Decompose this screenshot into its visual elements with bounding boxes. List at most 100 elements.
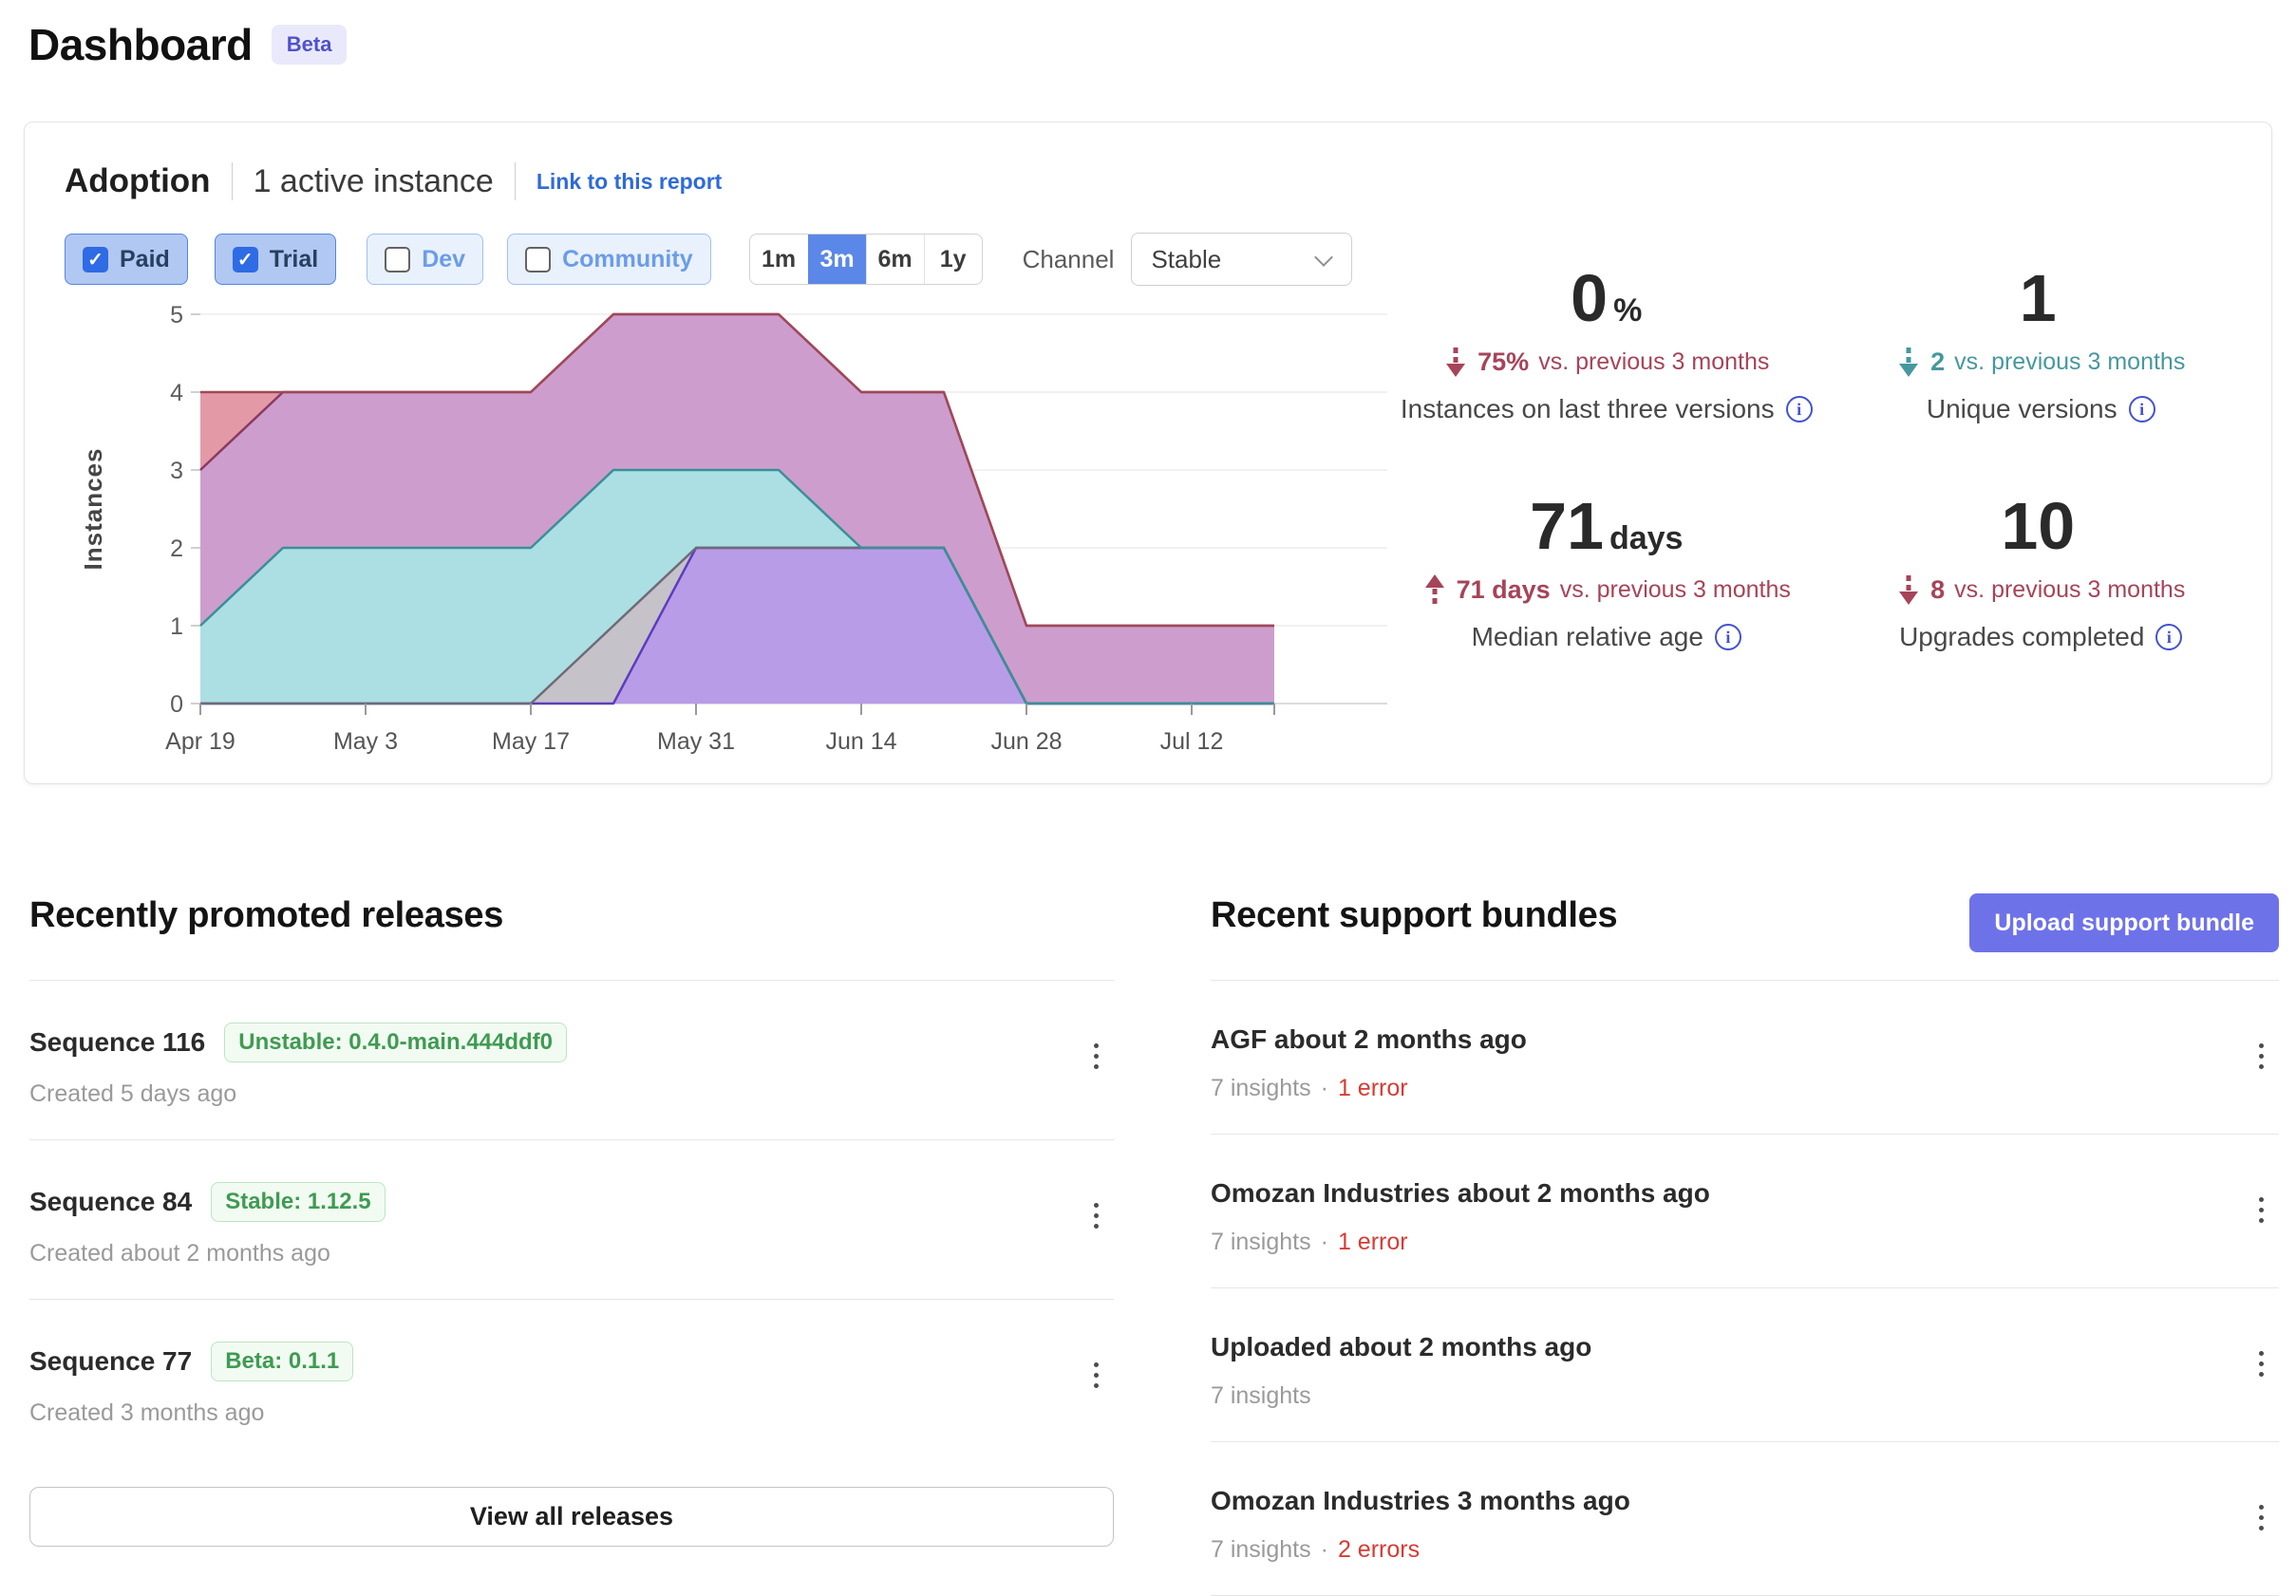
svg-text:May 3: May 3 xyxy=(333,728,398,755)
stacked-area-chart: 0 1 2 3 4 5 Apr 19 May 3 May 17 May 31 Jun 14 Jun 2… xyxy=(79,302,1387,755)
release-row: Sequence 116 Unstable: 0.4.0-main.444ddf… xyxy=(29,981,1114,1140)
bundle-title: Uploaded about 2 months ago xyxy=(1211,1332,1592,1361)
upload-support-bundle-button[interactable]: Upload support bundle xyxy=(1969,893,2279,952)
adoption-filter-row: Paid Trial Dev Community 1m 3m 6m 1y Cha… xyxy=(65,233,1353,286)
meta-separator: · xyxy=(1320,1075,1328,1101)
filter-paid[interactable]: Paid xyxy=(65,234,188,285)
range-6m[interactable]: 6m xyxy=(865,235,924,284)
trend-value: 2 xyxy=(1930,347,1946,376)
filter-community[interactable]: Community xyxy=(507,234,711,285)
channel-selected-value: Stable xyxy=(1151,244,1222,273)
link-to-report[interactable]: Link to this report xyxy=(536,168,723,194)
trend-caption: vs. previous 3 months xyxy=(1954,575,2186,603)
stat-value: 0 xyxy=(1571,261,1609,335)
arrow-up-dashed-icon xyxy=(1422,573,1447,607)
svg-text:Jul 12: Jul 12 xyxy=(1160,728,1224,755)
trend-value: 8 xyxy=(1930,574,1946,604)
svg-text:0: 0 xyxy=(170,691,183,718)
chevron-down-icon xyxy=(1314,248,1334,267)
info-icon[interactable] xyxy=(2128,396,2155,422)
info-icon[interactable] xyxy=(1714,624,1741,650)
release-created: Created 3 months ago xyxy=(29,1399,265,1426)
bundle-insights: 7 insights xyxy=(1211,1229,1311,1255)
info-icon[interactable] xyxy=(2155,624,2183,650)
divider xyxy=(1211,980,2279,981)
page-header: Dashboard Beta xyxy=(28,19,348,70)
range-1m[interactable]: 1m xyxy=(762,245,797,272)
adoption-card: Adoption 1 active instance Link to this … xyxy=(24,122,2272,784)
range-3m-selected[interactable]: 3m xyxy=(807,235,866,284)
recent-support-bundles-section: Recent support bundles Upload support bu… xyxy=(1211,889,2279,1596)
filter-trial-label: Trial xyxy=(269,245,319,272)
release-title: Sequence 84 xyxy=(29,1187,193,1216)
trend-value: 71 days xyxy=(1456,574,1551,604)
stat-label: Unique versions xyxy=(1926,394,2117,423)
info-icon[interactable] xyxy=(1785,396,1813,422)
bundle-row: Omozan Industries 3 months ago 7 insight… xyxy=(1211,1442,2279,1596)
separator xyxy=(514,162,516,200)
checkbox-unchecked-icon xyxy=(525,246,552,272)
stat-label: Median relative age xyxy=(1471,622,1703,651)
page-title: Dashboard xyxy=(28,20,253,69)
stat-value: 71 xyxy=(1530,489,1604,563)
svg-text:5: 5 xyxy=(170,302,183,329)
stat-value: 1 xyxy=(2019,261,2057,335)
recently-promoted-releases-section: Recently promoted releases Sequence 116 … xyxy=(29,889,1114,1547)
bundle-errors: 1 error xyxy=(1337,1075,1408,1101)
bundle-insights: 7 insights xyxy=(1211,1536,1311,1563)
stat-unique-versions: 1 2 vs. previous 3 months Unique version… xyxy=(1824,265,2259,424)
divider xyxy=(29,980,1114,981)
svg-text:Jun 28: Jun 28 xyxy=(990,728,1062,755)
release-channel-badge: Beta: 0.1.1 xyxy=(211,1342,354,1381)
filter-dev-label: Dev xyxy=(422,245,466,272)
view-all-releases-button[interactable]: View all releases xyxy=(29,1487,1114,1547)
svg-text:Instances: Instances xyxy=(79,448,107,571)
trend-caption: vs. previous 3 months xyxy=(1954,347,2186,375)
bundle-row: AGF about 2 months ago 7 insights · 1 er… xyxy=(1211,981,2279,1135)
channel-select[interactable]: Stable xyxy=(1131,233,1353,286)
svg-text:1: 1 xyxy=(170,613,183,640)
svg-text:May 31: May 31 xyxy=(657,728,735,755)
release-created: Created about 2 months ago xyxy=(29,1240,330,1267)
arrow-down-dashed-icon xyxy=(1443,345,1468,379)
range-1y[interactable]: 1y xyxy=(923,235,982,284)
kebab-menu-icon[interactable] xyxy=(2253,1345,2269,1382)
kebab-menu-icon[interactable] xyxy=(2253,1038,2269,1075)
releases-heading: Recently promoted releases xyxy=(29,895,504,935)
svg-text:Jun 14: Jun 14 xyxy=(825,728,896,755)
stat-unit: days xyxy=(1609,520,1684,556)
bundle-insights: 7 insights xyxy=(1211,1382,1311,1409)
filter-dev[interactable]: Dev xyxy=(367,234,484,285)
checkbox-checked-icon xyxy=(83,246,108,272)
release-created: Created 5 days ago xyxy=(29,1080,237,1107)
stat-label: Upgrades completed xyxy=(1899,622,2145,651)
channel-label: Channel xyxy=(1022,244,1115,273)
bundle-title: Omozan Industries 3 months ago xyxy=(1211,1486,1630,1515)
kebab-menu-icon[interactable] xyxy=(1088,1357,1104,1394)
svg-text:3: 3 xyxy=(170,458,183,484)
stat-value: 10 xyxy=(2001,489,2076,563)
release-row: Sequence 77 Beta: 0.1.1 Created 3 months… xyxy=(29,1300,1114,1458)
svg-text:2: 2 xyxy=(170,535,183,562)
kebab-menu-icon[interactable] xyxy=(2253,1192,2269,1229)
bundle-row: Omozan Industries about 2 months ago 7 i… xyxy=(1211,1135,2279,1288)
adoption-chart: 0 1 2 3 4 5 Apr 19 May 3 May 17 May 31 Jun 14 Jun 2… xyxy=(58,286,1406,784)
bundles-heading: Recent support bundles xyxy=(1211,895,1618,935)
bundle-title: Omozan Industries about 2 months ago xyxy=(1211,1178,1710,1208)
checkbox-checked-icon xyxy=(232,246,258,272)
svg-text:May 17: May 17 xyxy=(492,728,570,755)
filter-paid-label: Paid xyxy=(120,245,170,272)
trend-value: 75% xyxy=(1477,347,1530,376)
kebab-menu-icon[interactable] xyxy=(1088,1038,1104,1075)
arrow-down-dashed-icon xyxy=(1896,345,1921,379)
stat-median-relative-age: 71 days 71 days vs. previous 3 months Med… xyxy=(1389,493,1824,652)
svg-text:Apr 19: Apr 19 xyxy=(165,728,235,755)
kebab-menu-icon[interactable] xyxy=(2253,1499,2269,1536)
trend-caption: vs. previous 3 months xyxy=(1538,347,1770,375)
adoption-stats: 0% 75% vs. previous 3 months Instances o… xyxy=(1389,265,2258,652)
filter-trial[interactable]: Trial xyxy=(214,234,337,285)
bundle-title: AGF about 2 months ago xyxy=(1211,1024,1527,1054)
bundle-errors: 2 errors xyxy=(1337,1536,1421,1563)
kebab-menu-icon[interactable] xyxy=(1088,1197,1104,1234)
stat-upgrades-completed: 10 8 vs. previous 3 months Upgrades comp… xyxy=(1824,493,2259,652)
